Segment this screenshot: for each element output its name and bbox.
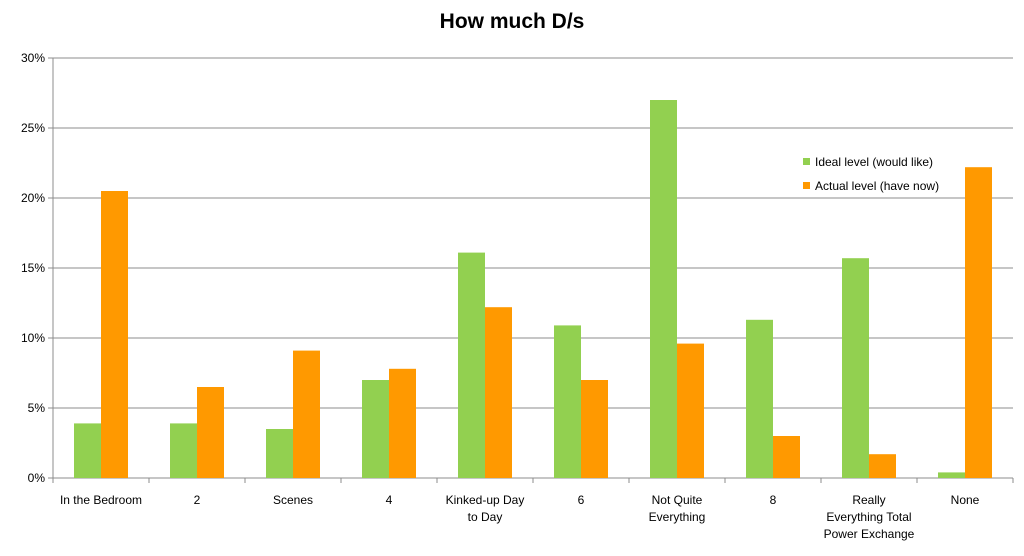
bar [458, 252, 485, 478]
x-tick-label-line: to Day [468, 510, 503, 524]
y-tick-label: 20% [21, 191, 45, 205]
x-tick-label-line: 2 [194, 493, 201, 507]
x-tick-label-line: In the Bedroom [60, 493, 142, 507]
y-axis: 0% 5% 10% 15% 20% 25% 30% [21, 51, 54, 485]
bar [293, 350, 320, 478]
bar [485, 307, 512, 478]
x-tick-label-line: Not Quite [652, 493, 703, 507]
x-tick-label-line: Really [852, 493, 885, 507]
x-tick-label: In the Bedroom [60, 493, 142, 507]
y-tick-label: 10% [21, 331, 45, 345]
bar [773, 436, 800, 478]
bar [677, 343, 704, 478]
x-tick-label: Really Everything Total Power Exchange [824, 493, 915, 541]
x-tick-label-line: Everything Total [826, 510, 911, 524]
x-tick-label: 4 [386, 493, 393, 507]
x-tick-label-line: 8 [770, 493, 777, 507]
bar [650, 100, 677, 478]
bar [965, 167, 992, 478]
bar [869, 454, 896, 478]
bars [74, 100, 992, 478]
legend-swatch [803, 158, 810, 165]
x-tick-label: Scenes [273, 493, 313, 507]
y-tick-label: 25% [21, 121, 45, 135]
legend-swatch [803, 182, 810, 189]
bar [389, 368, 416, 478]
x-tick-label-line: 6 [578, 493, 585, 507]
bar [266, 429, 293, 478]
x-axis: In the Bedroom 2 Scenes 4 Kinked-up Day to Da… [52, 477, 1014, 541]
x-tick-label: 8 [770, 493, 777, 507]
legend-label: Actual level (have now) [815, 179, 939, 193]
bar [842, 258, 869, 478]
x-tick-label-line: 4 [386, 493, 393, 507]
bar [170, 423, 197, 478]
legend-label: Ideal level (would like) [815, 155, 933, 169]
bar [74, 423, 101, 478]
bar [938, 472, 965, 478]
x-tick-label-line: Scenes [273, 493, 313, 507]
y-tick-label: 30% [21, 51, 45, 65]
x-tick-label: Kinked-up Day to Day [446, 493, 525, 524]
y-tick-label: 5% [28, 401, 46, 415]
x-tick-label: None [951, 493, 980, 507]
x-tick-label: 6 [578, 493, 585, 507]
x-tick-label-line: Power Exchange [824, 527, 915, 541]
y-tick-label: 15% [21, 261, 45, 275]
bar [581, 380, 608, 478]
bar [362, 380, 389, 478]
x-tick-label: 2 [194, 493, 201, 507]
bar [197, 387, 224, 478]
chart-title: How much D/s [439, 10, 585, 33]
x-tick-label-line: None [951, 493, 980, 507]
bar [746, 319, 773, 478]
y-tick-label: 0% [28, 471, 46, 485]
legend: Ideal level (would like) Actual level (ha… [803, 155, 939, 193]
x-tick-label: Not Quite Everything [649, 493, 706, 524]
bar [554, 325, 581, 478]
bar [101, 191, 128, 478]
x-tick-label-line: Kinked-up Day [446, 493, 525, 507]
x-tick-label-line: Everything [649, 510, 706, 524]
